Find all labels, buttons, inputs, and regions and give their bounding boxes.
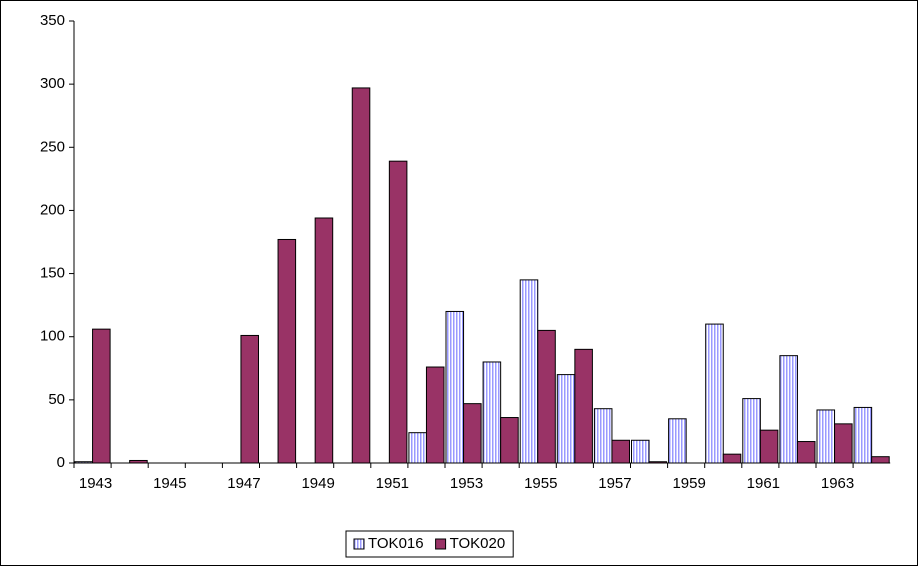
bar bbox=[463, 403, 482, 464]
x-tick-label: 1955 bbox=[524, 475, 557, 492]
bar bbox=[631, 439, 650, 464]
bar bbox=[537, 329, 556, 464]
bar bbox=[816, 409, 836, 464]
bar bbox=[742, 398, 761, 464]
x-tick-label: 1943 bbox=[79, 475, 112, 492]
x-tick-label: 1951 bbox=[376, 475, 409, 492]
bar bbox=[240, 334, 259, 464]
bar bbox=[92, 328, 111, 464]
y-tick-label: 300 bbox=[40, 75, 65, 92]
bar bbox=[796, 441, 816, 464]
bar bbox=[314, 217, 334, 464]
legend-swatch bbox=[353, 538, 365, 550]
y-tick-label: 350 bbox=[40, 12, 65, 29]
bar bbox=[853, 406, 873, 464]
bar bbox=[834, 423, 853, 464]
bar bbox=[482, 361, 502, 464]
bar bbox=[611, 439, 631, 464]
y-tick-label: 150 bbox=[40, 265, 65, 282]
bar bbox=[759, 429, 779, 464]
bar bbox=[74, 461, 94, 464]
x-tick-label: 1945 bbox=[153, 475, 186, 492]
bar bbox=[277, 238, 297, 464]
legend-label: TOK020 bbox=[450, 535, 506, 552]
bar bbox=[574, 348, 593, 464]
bar bbox=[779, 355, 798, 464]
y-tick-label: 0 bbox=[57, 454, 65, 471]
bar bbox=[388, 160, 408, 464]
bar bbox=[445, 310, 465, 464]
bar bbox=[351, 87, 371, 464]
bar bbox=[556, 374, 576, 464]
y-tick-label: 200 bbox=[40, 201, 65, 218]
bar bbox=[871, 456, 890, 464]
bar bbox=[129, 459, 148, 464]
legend-label: TOK016 bbox=[368, 535, 424, 552]
x-tick-label: 1961 bbox=[747, 475, 780, 492]
bar bbox=[648, 461, 668, 464]
y-tick-label: 250 bbox=[40, 138, 65, 155]
legend-swatch bbox=[435, 538, 447, 550]
bar bbox=[722, 453, 742, 464]
bar bbox=[500, 417, 519, 464]
bar bbox=[705, 323, 724, 464]
x-tick-label: 1963 bbox=[821, 475, 854, 492]
bar bbox=[519, 279, 539, 464]
bar bbox=[408, 432, 427, 464]
x-tick-label: 1953 bbox=[450, 475, 483, 492]
bar bbox=[593, 408, 613, 464]
bar bbox=[425, 366, 445, 464]
y-tick-label: 50 bbox=[48, 391, 65, 408]
x-tick-label: 1957 bbox=[598, 475, 631, 492]
legend-box bbox=[345, 530, 514, 558]
y-tick-label: 100 bbox=[40, 328, 65, 345]
x-tick-label: 1959 bbox=[672, 475, 705, 492]
legend: TOK016 TOK020 bbox=[345, 530, 514, 558]
x-tick-label: 1949 bbox=[301, 475, 334, 492]
x-tick-label: 1947 bbox=[227, 475, 260, 492]
bar bbox=[668, 418, 687, 464]
